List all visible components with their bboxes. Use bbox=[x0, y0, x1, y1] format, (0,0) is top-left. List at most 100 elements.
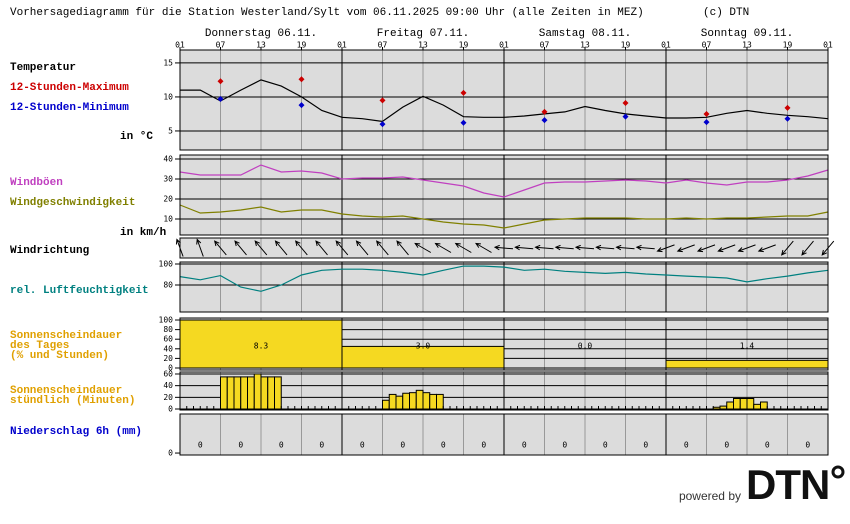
panel-border bbox=[179, 237, 829, 259]
marker bbox=[460, 89, 467, 96]
bar bbox=[402, 392, 410, 410]
wind-arrow bbox=[635, 244, 655, 251]
bar-label: 0 bbox=[724, 441, 729, 450]
wind-arrow bbox=[656, 244, 675, 253]
y-tick-label: 0 bbox=[168, 363, 173, 372]
powered-by: powered by bbox=[679, 489, 741, 503]
bar bbox=[429, 393, 437, 410]
marker bbox=[784, 115, 791, 122]
bar-label: 0 bbox=[319, 441, 324, 450]
series-line bbox=[179, 204, 829, 229]
wind-arrow bbox=[434, 242, 452, 253]
hour-label: 07 bbox=[540, 41, 550, 50]
wind-arrow bbox=[514, 244, 534, 251]
wind-arrow bbox=[315, 240, 328, 256]
bar bbox=[382, 399, 390, 410]
hour-label: 01 bbox=[661, 41, 671, 50]
bar bbox=[739, 398, 748, 410]
panel-label: Sonnenscheindauer bbox=[10, 385, 122, 397]
logo: DTN bbox=[746, 461, 829, 508]
hour-label: 07 bbox=[216, 41, 226, 50]
bar bbox=[274, 376, 282, 410]
wind-arrow bbox=[254, 240, 268, 256]
hour-label: 13 bbox=[418, 41, 428, 50]
panel-label: Niederschlag 6h (mm) bbox=[10, 426, 142, 438]
bar bbox=[260, 376, 269, 410]
y-tick-label: 100 bbox=[159, 259, 174, 268]
unit-label: in °C bbox=[120, 131, 153, 143]
panel-border bbox=[179, 371, 829, 411]
bar-label: 0 bbox=[765, 441, 770, 450]
hour-label: 19 bbox=[459, 41, 469, 50]
hour-label: 07 bbox=[702, 41, 712, 50]
day-label: Sonntag 09.11. bbox=[701, 28, 793, 40]
wind-arrow bbox=[196, 238, 204, 257]
marker bbox=[217, 78, 224, 85]
bar-label: 3.0 bbox=[416, 342, 431, 351]
bar bbox=[409, 392, 417, 410]
bar bbox=[719, 405, 728, 410]
bar-label: 0 bbox=[522, 441, 527, 450]
bar-label: 0 bbox=[279, 441, 284, 450]
y-tick-label: 10 bbox=[163, 92, 173, 101]
bar bbox=[226, 376, 235, 410]
bar-label: 0 bbox=[805, 441, 810, 450]
bar bbox=[247, 376, 255, 410]
bar-label: 0 bbox=[643, 441, 648, 450]
y-tick-label: 30 bbox=[163, 175, 173, 184]
series-line bbox=[180, 79, 829, 123]
bar-label: 0.0 bbox=[578, 342, 593, 351]
marker bbox=[541, 108, 548, 115]
bar-label: 8.3 bbox=[254, 342, 269, 351]
panel-label: Sonnenscheindauer bbox=[10, 330, 122, 342]
bar-label: 0 bbox=[360, 441, 365, 450]
hour-label: 13 bbox=[256, 41, 266, 50]
hour-label: 01 bbox=[499, 41, 509, 50]
panel-border bbox=[179, 154, 829, 236]
y-tick-label: 80 bbox=[163, 325, 173, 334]
bar bbox=[733, 398, 741, 410]
y-tick-label: 5 bbox=[168, 126, 173, 135]
wind-arrow bbox=[493, 244, 514, 251]
unit-label: in km/h bbox=[120, 227, 166, 239]
chart-title: Vorhersagediagramm für die Station Weste… bbox=[10, 7, 644, 19]
hour-label: 13 bbox=[580, 41, 590, 50]
wind-arrow bbox=[737, 244, 756, 253]
wind-arrow bbox=[274, 240, 288, 256]
bar bbox=[341, 345, 505, 369]
wind-arrow bbox=[213, 240, 227, 256]
panel-label: des Tages bbox=[10, 340, 69, 352]
series-line bbox=[179, 164, 829, 198]
y-tick-label: 15 bbox=[163, 58, 173, 67]
y-tick-label: 20 bbox=[163, 354, 173, 363]
wind-arrow bbox=[375, 240, 389, 256]
bar-label: 0 bbox=[684, 441, 689, 450]
hour-label: 13 bbox=[742, 41, 752, 50]
wind-arrow bbox=[294, 240, 308, 256]
hour-label: 19 bbox=[783, 41, 793, 50]
bar-label: 0 bbox=[441, 441, 446, 450]
legend-label: 12-Stunden-Minimum bbox=[10, 102, 129, 114]
wind-arrow bbox=[757, 244, 776, 253]
bar-label: 0 bbox=[562, 441, 567, 450]
day-label: Samstag 08.11. bbox=[539, 28, 631, 40]
bar bbox=[753, 403, 761, 410]
y-tick-label: 80 bbox=[163, 281, 173, 290]
y-tick-label: 40 bbox=[163, 381, 173, 390]
logo-dot bbox=[831, 465, 845, 479]
y-tick-label: 20 bbox=[163, 195, 173, 204]
bar bbox=[746, 398, 755, 410]
hour-label: 01 bbox=[175, 41, 185, 50]
wind-arrow bbox=[595, 244, 615, 251]
legend-label: Windgeschwindigkeit bbox=[10, 197, 135, 209]
marker bbox=[298, 76, 305, 83]
marker bbox=[379, 97, 386, 104]
bar bbox=[240, 376, 248, 410]
hour-label: 07 bbox=[378, 41, 388, 50]
panel-label: stündlich (Minuten) bbox=[10, 395, 135, 407]
wind-arrow bbox=[696, 244, 716, 253]
marker bbox=[379, 121, 386, 128]
y-tick-label: 10 bbox=[163, 215, 173, 224]
panel-label: (% und Stunden) bbox=[10, 350, 109, 362]
wind-arrow bbox=[454, 242, 472, 253]
